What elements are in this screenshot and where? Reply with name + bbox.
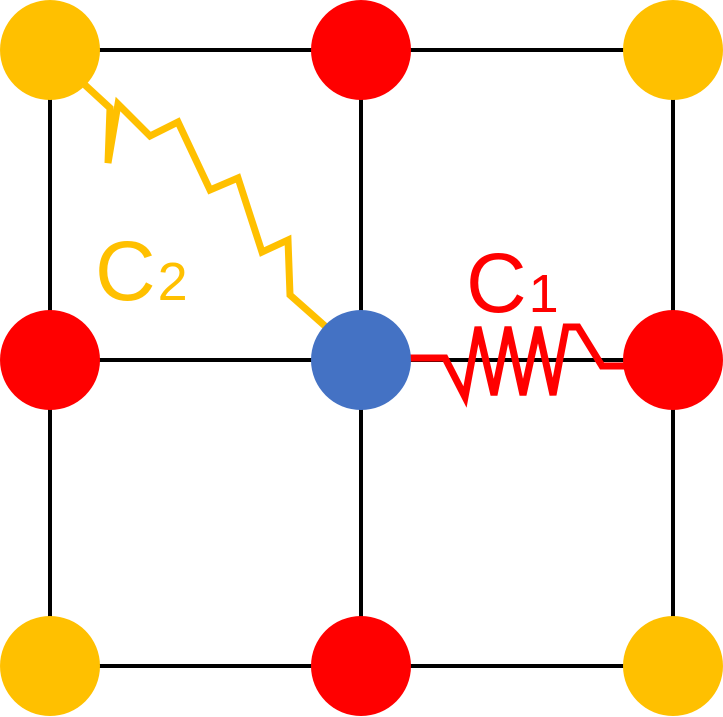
label-c1-subscript: 1 — [529, 264, 559, 324]
atom-center — [311, 310, 411, 410]
atom-bottom-left — [0, 616, 100, 716]
label-c1-letter: C — [466, 236, 527, 330]
atom-top-left — [0, 0, 100, 100]
label-c2-subscript: 2 — [158, 252, 188, 312]
label-c2-letter: C — [95, 224, 156, 318]
atom-left — [0, 310, 100, 410]
atom-bottom-right — [623, 616, 723, 716]
atom-right — [623, 310, 723, 410]
spring-c2 — [82, 82, 328, 329]
atom-top — [311, 0, 411, 100]
atom-bottom — [311, 616, 411, 716]
atom-top-right — [623, 0, 723, 100]
label-c2: C2 — [95, 224, 188, 318]
spring-c1 — [410, 323, 624, 408]
label-c1: C1 — [466, 236, 559, 330]
